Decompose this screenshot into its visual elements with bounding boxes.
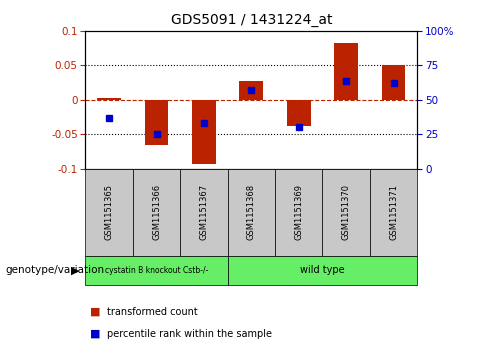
Text: GSM1151371: GSM1151371 <box>389 184 398 240</box>
Text: cystatin B knockout Cstb-/-: cystatin B knockout Cstb-/- <box>105 266 208 275</box>
Bar <box>180 169 227 256</box>
Bar <box>323 169 370 256</box>
Bar <box>240 81 263 100</box>
Bar <box>370 169 417 256</box>
Text: genotype/variation: genotype/variation <box>5 265 104 276</box>
Text: transformed count: transformed count <box>107 307 198 317</box>
Text: GSM1151368: GSM1151368 <box>247 184 256 240</box>
Text: ▶: ▶ <box>71 265 80 276</box>
Bar <box>287 100 310 126</box>
Text: wild type: wild type <box>300 265 345 276</box>
Text: ■: ■ <box>90 307 101 317</box>
Text: GDS5091 / 1431224_at: GDS5091 / 1431224_at <box>171 13 332 27</box>
Bar <box>382 65 406 100</box>
Text: GSM1151367: GSM1151367 <box>200 184 208 240</box>
Bar <box>227 169 275 256</box>
Bar <box>275 169 323 256</box>
Text: ■: ■ <box>90 329 101 339</box>
Text: GSM1151369: GSM1151369 <box>294 184 303 240</box>
Bar <box>192 100 216 164</box>
Text: GSM1151366: GSM1151366 <box>152 184 161 240</box>
Text: GSM1151365: GSM1151365 <box>104 184 114 240</box>
Bar <box>85 256 227 285</box>
Text: GSM1151370: GSM1151370 <box>342 184 351 240</box>
Bar <box>334 43 358 100</box>
Bar <box>97 98 121 100</box>
Bar <box>227 256 417 285</box>
Text: percentile rank within the sample: percentile rank within the sample <box>107 329 272 339</box>
Bar <box>85 169 133 256</box>
Bar <box>133 169 180 256</box>
Bar <box>144 100 168 145</box>
